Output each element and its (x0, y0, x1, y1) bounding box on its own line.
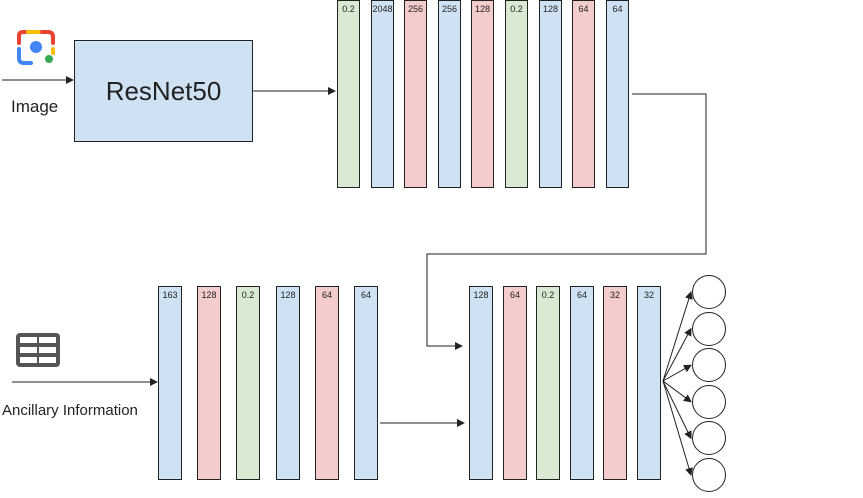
layer-size-label: 64 (360, 290, 371, 300)
layer-size-label: 64 (612, 4, 623, 14)
image-input-label: Image (11, 97, 59, 116)
output-fan-arrow (662, 364, 692, 382)
ancillary-layer: 128 (276, 286, 300, 480)
image-head-layer: 128 (539, 0, 562, 188)
ancillary-layer: 163 (158, 286, 182, 480)
image-head-layer: 0.2 (505, 0, 528, 188)
layer-size-label: 0.2 (241, 290, 255, 300)
image-head-layer: 128 (471, 0, 494, 188)
layer-size-label: 128 (474, 4, 491, 14)
layer-size-label: 32 (609, 290, 620, 300)
layer-size-label: 64 (578, 4, 589, 14)
layer-size-label: 0.2 (342, 4, 355, 14)
layer-size-label: 128 (280, 290, 296, 300)
layer-size-label: 0.2 (510, 4, 523, 14)
output-fan-arrow (662, 291, 693, 382)
output-node (692, 275, 726, 309)
fusion-layer: 128 (469, 286, 493, 480)
output-node (692, 311, 726, 346)
output-node (692, 348, 726, 383)
ancillary-layer: 128 (197, 286, 221, 480)
output-fan-arrow (662, 380, 692, 403)
ancillary-layer: 0.2 (236, 286, 260, 480)
image-head-layer: 256 (404, 0, 427, 188)
layer-size-label: 128 (542, 4, 559, 14)
layer-size-label: 128 (473, 290, 489, 300)
layer-size-label: 0.2 (541, 290, 555, 300)
output-fan-arrow (662, 327, 692, 382)
table-icon (16, 333, 60, 367)
layer-size-label: 163 (162, 290, 178, 300)
layer-size-label: 64 (321, 290, 332, 300)
layer-size-label: 64 (509, 290, 520, 300)
ancillary-layer: 64 (354, 286, 378, 480)
image-head-layer: 0.2 (337, 0, 360, 188)
resnet50-block: ResNet50 (74, 40, 253, 142)
output-fan-arrows (662, 291, 693, 476)
output-node (692, 458, 726, 492)
head-to-fusion-arrow (426, 93, 707, 350)
output-fan-arrow (662, 380, 692, 440)
ancillary-input-label: Ancillary Information (2, 402, 138, 419)
layer-size-label: 32 (643, 290, 654, 300)
output-node (692, 421, 726, 456)
fusion-layer: 64 (503, 286, 527, 480)
fusion-layer: 32 (637, 286, 661, 480)
layer-size-label: 2048 (372, 4, 393, 14)
fusion-layer: 32 (603, 286, 627, 480)
layer-size-label: 128 (201, 290, 217, 300)
image-head-layer: 256 (438, 0, 461, 188)
layer-size-label: 64 (576, 290, 587, 300)
ancillary-layer: 64 (315, 286, 339, 480)
fusion-layer: 0.2 (536, 286, 560, 480)
output-fan-arrow (662, 380, 693, 476)
image-head-layer: 64 (606, 0, 629, 188)
layer-size-label: 256 (407, 4, 424, 14)
google-lens-camera-icon (17, 30, 55, 65)
resnet50-label: ResNet50 (105, 75, 222, 106)
image-head-layer: 64 (572, 0, 595, 188)
image-head-layer: 2048 (371, 0, 394, 188)
output-node (692, 384, 726, 419)
layer-size-label: 256 (441, 4, 458, 14)
fusion-layer: 64 (570, 286, 594, 480)
